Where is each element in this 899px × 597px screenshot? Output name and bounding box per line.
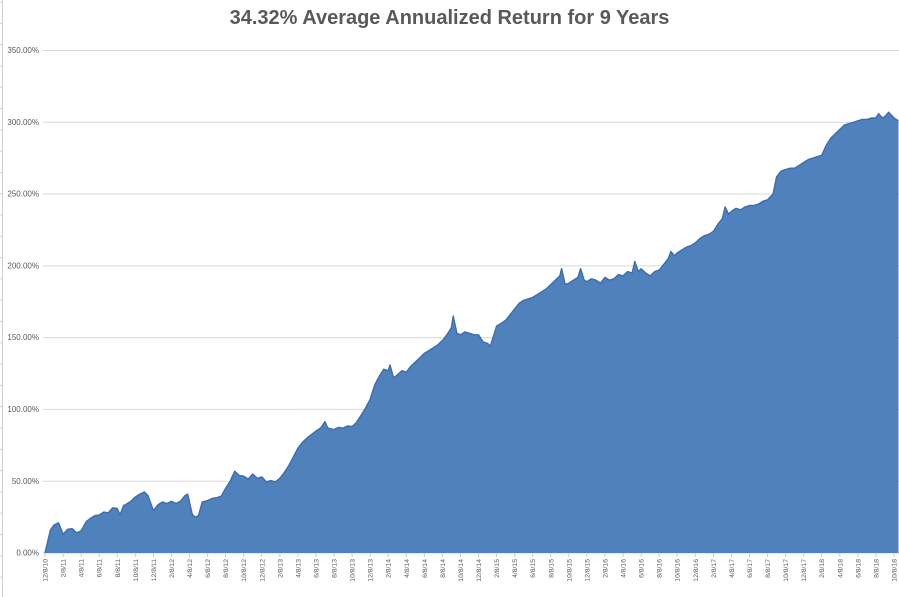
x-axis-label: 8/8/13	[332, 559, 339, 578]
x-axis-label: 10/8/13	[350, 559, 357, 582]
x-axis-labels: 12/8/10 2/8/11 4/8/11 6/8/11 8/8/11 10/8/11 12…	[43, 559, 899, 582]
x-axis-label: 2/8/15	[494, 559, 501, 578]
x-axis-label: 6/8/18	[855, 559, 862, 578]
x-axis-label: 6/8/11	[97, 559, 104, 578]
x-axis-label: 6/8/16	[639, 559, 646, 578]
x-axis-label: 6/8/17	[747, 559, 754, 578]
x-axis-label: 2/8/13	[277, 559, 284, 578]
y-axis-label: 100.00%	[7, 405, 39, 414]
x-axis-label: 2/8/14	[386, 559, 393, 578]
x-axis-label: 6/8/12	[205, 559, 212, 578]
x-axis-label: 12/8/16	[693, 559, 700, 582]
y-axis-labels: 0.00% 50.00% 100.00% 150.00% 200.00% 250.00% 3…	[7, 46, 39, 558]
x-axis-label: 8/8/16	[657, 559, 664, 578]
x-axis-label: 4/8/14	[404, 559, 411, 578]
x-axis-label: 12/8/15	[584, 559, 591, 582]
area-fill	[45, 112, 899, 553]
x-axis-label: 10/8/14	[458, 559, 465, 582]
x-axis-label: 12/8/10	[43, 559, 50, 582]
x-axis-label: 12/8/12	[259, 559, 266, 582]
x-axis-label: 4/8/17	[729, 559, 736, 578]
x-axis-label: 10/8/16	[675, 559, 682, 582]
x-axis-label: 4/8/16	[621, 559, 628, 578]
x-axis-label: 4/8/13	[295, 559, 302, 578]
x-axis-label: 2/8/16	[602, 559, 609, 578]
x-axis-label: 8/8/14	[440, 559, 447, 578]
y-axis-label: 50.00%	[12, 477, 39, 486]
x-axis-label: 10/8/12	[241, 559, 248, 582]
y-axis-label: 150.00%	[7, 333, 39, 342]
x-axis-label: 8/8/17	[765, 559, 772, 578]
x-axis-label: 10/8/15	[566, 559, 573, 582]
x-axis-label: 2/8/18	[819, 559, 826, 578]
x-axis-label: 2/8/11	[61, 559, 68, 578]
x-axis-label: 8/8/12	[223, 559, 230, 578]
x-axis-label: 2/8/12	[169, 559, 176, 578]
x-axis-label: 4/8/11	[79, 559, 86, 578]
x-axis-label: 12/8/13	[368, 559, 375, 582]
x-axis-label: 6/8/13	[313, 559, 320, 578]
y-axis-label: 250.00%	[7, 190, 39, 199]
x-axis-label: 6/8/15	[530, 559, 537, 578]
x-axis-label: 4/8/15	[512, 559, 519, 578]
x-axis-label: 10/8/17	[783, 559, 790, 582]
x-axis-label: 8/8/18	[873, 559, 880, 578]
x-axis-label: 12/8/17	[801, 559, 808, 582]
x-axis-label: 8/8/15	[548, 559, 555, 578]
y-axis-label: 0.00%	[16, 549, 39, 558]
x-axis-label: 12/8/11	[151, 559, 158, 581]
x-axis-label: 2/8/17	[711, 559, 718, 578]
x-axis-label: 4/8/18	[837, 559, 844, 578]
x-axis-label: 4/8/12	[187, 559, 194, 578]
spreadsheet-edge-artifact	[0, 0, 3, 597]
area-edge-line	[44, 111, 899, 554]
y-axis-label: 300.00%	[7, 118, 39, 127]
x-axis-label: 12/8/14	[476, 559, 483, 582]
chart-title: 34.32% Average Annualized Return for 9 Y…	[229, 7, 670, 29]
y-axis-label: 200.00%	[7, 261, 39, 270]
y-axis-label: 350.00%	[7, 46, 39, 55]
x-axis-label: 6/8/14	[422, 559, 429, 578]
x-axis-ticks	[44, 553, 895, 557]
x-axis-label: 8/8/11	[115, 559, 122, 578]
area-series	[44, 111, 899, 554]
x-axis-label: 10/8/18	[892, 559, 899, 582]
x-axis-label: 10/8/11	[133, 559, 140, 581]
